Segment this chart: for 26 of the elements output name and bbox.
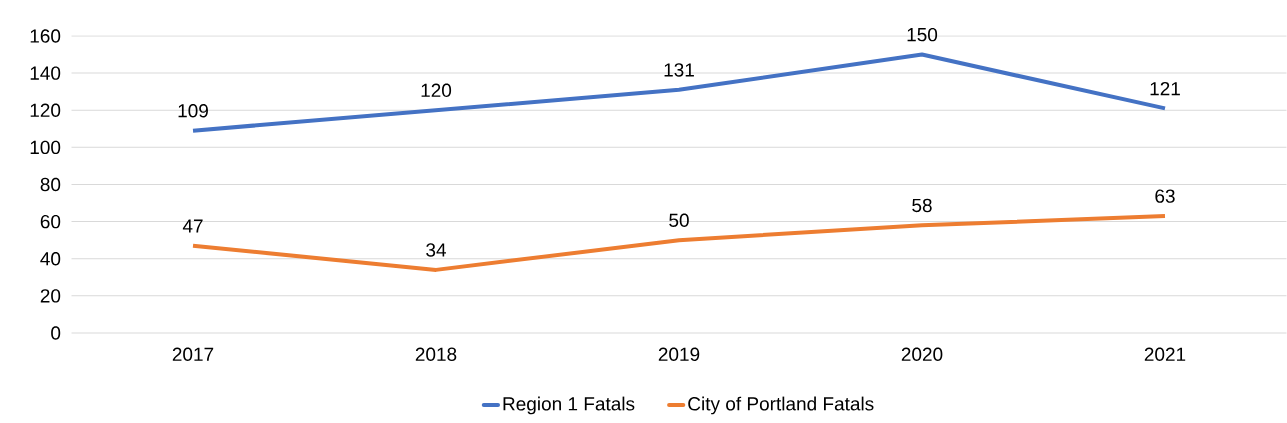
data-label: 63 [1155, 189, 1175, 203]
y-tick-label: 160 [30, 29, 61, 43]
legend-label: City of Portland Fatals [688, 396, 874, 415]
data-label: 34 [426, 243, 446, 257]
y-tick-label: 100 [30, 140, 61, 155]
y-tick-label: 120 [30, 103, 61, 117]
data-label: 121 [1150, 81, 1180, 96]
y-tick-label: 60 [40, 214, 61, 229]
legend-label: Region 1 Fatals [503, 396, 635, 415]
data-label: 58 [912, 198, 932, 213]
x-tick-label: 2018 [415, 347, 457, 361]
y-tick-label: 0 [51, 326, 61, 340]
x-tick-label: 2017 [172, 347, 214, 361]
data-label: 47 [182, 219, 203, 233]
y-tick-label: 140 [30, 66, 61, 80]
x-tick-label: 2019 [658, 347, 700, 361]
data-label: 120 [421, 83, 452, 98]
data-label: 109 [178, 104, 208, 118]
data-label: 131 [664, 63, 694, 77]
y-tick-label: 80 [40, 177, 61, 192]
data-label: 150 [907, 27, 938, 42]
x-tick-label: 2020 [901, 347, 943, 361]
x-tick-label: 2021 [1144, 347, 1186, 361]
y-tick-label: 20 [40, 289, 61, 303]
data-label: 50 [669, 213, 689, 227]
y-tick-label: 40 [40, 252, 61, 266]
